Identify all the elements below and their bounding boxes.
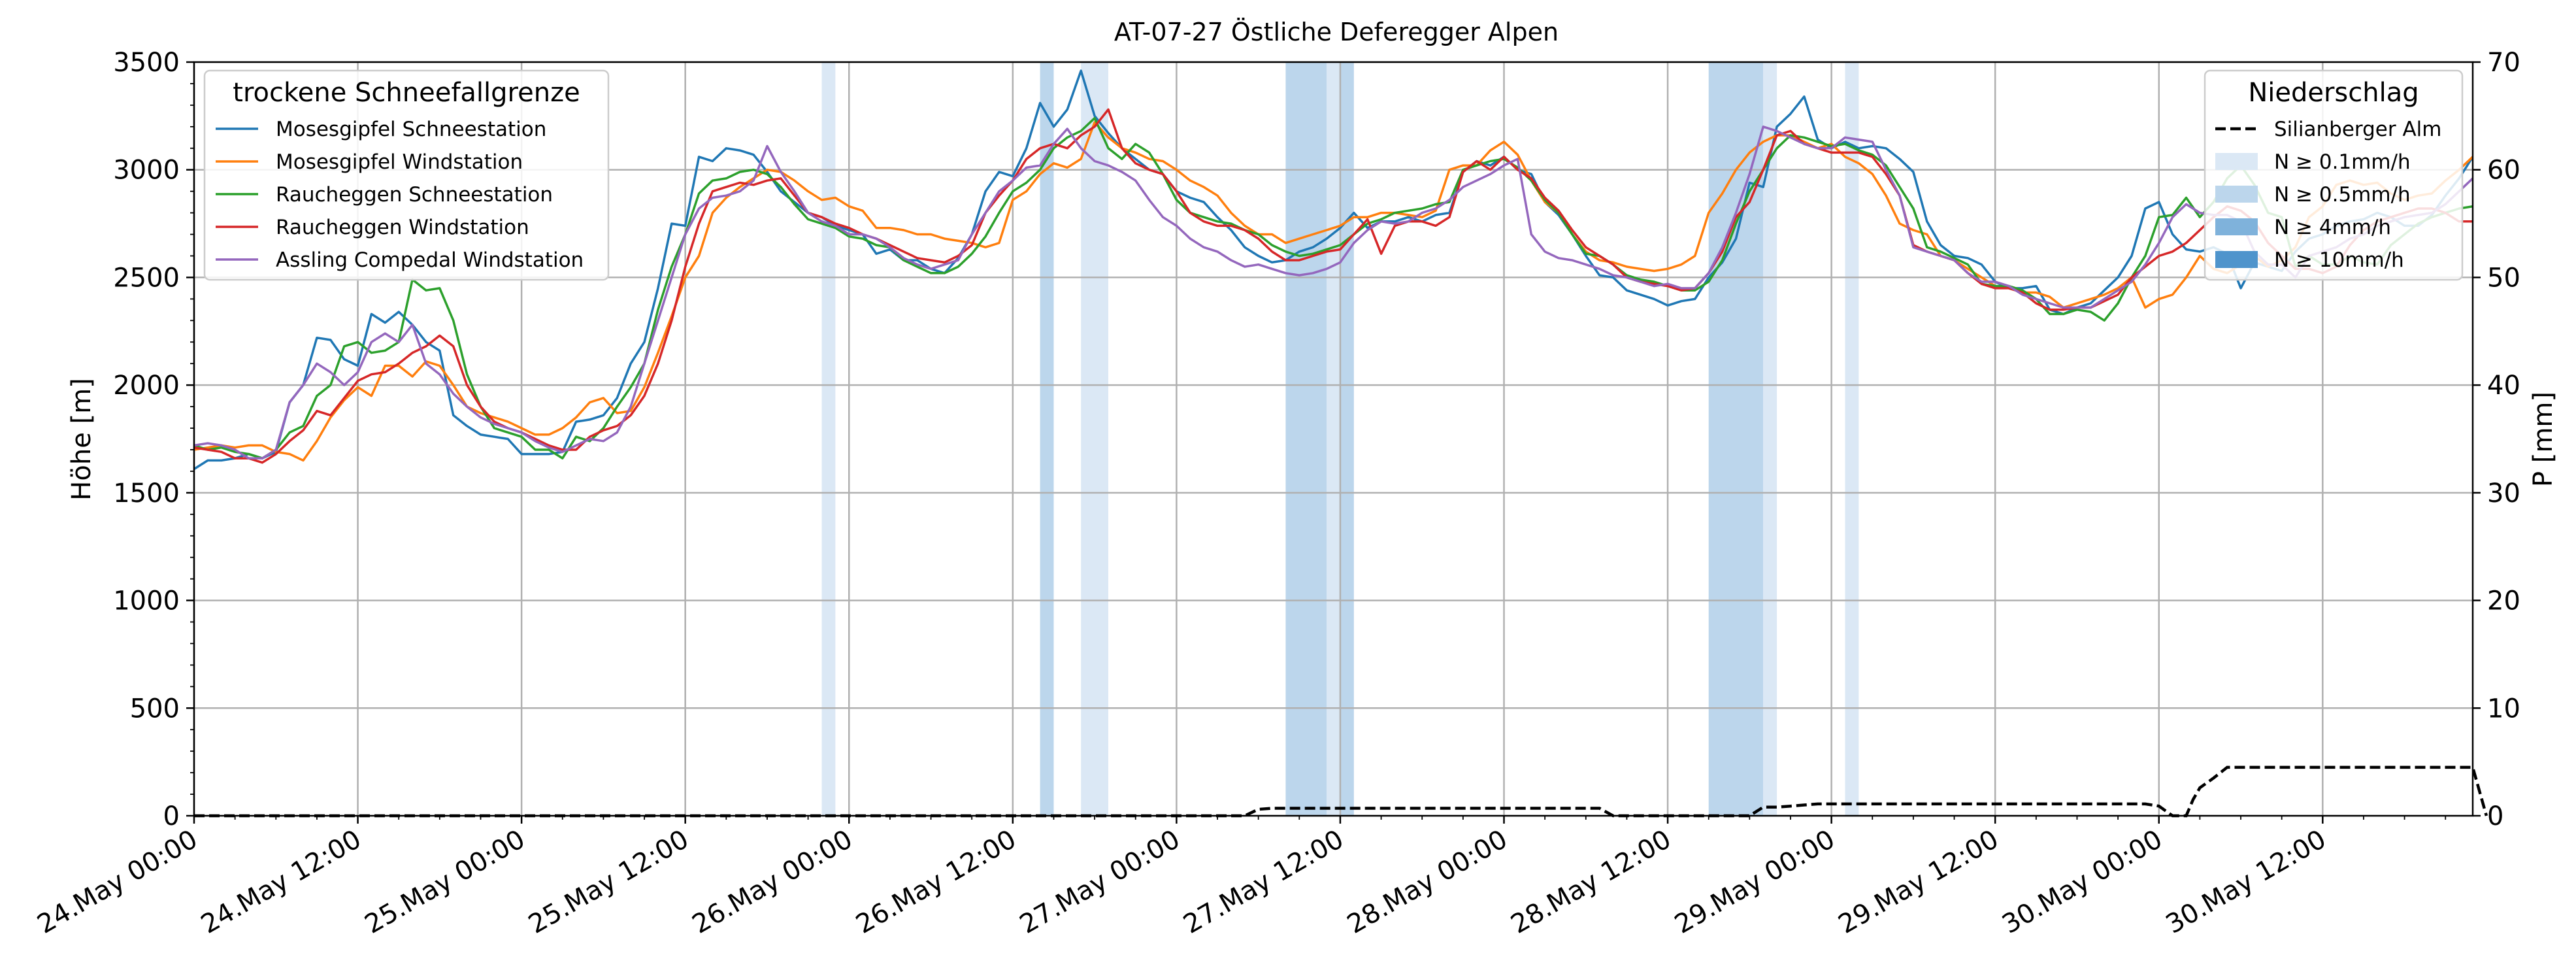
chart-title: AT-07-27 Östliche Deferegger Alpen: [1114, 18, 1559, 46]
y2-tick-label: 40: [2487, 371, 2520, 401]
y2-axis-label: P [mm]: [2528, 392, 2558, 487]
precip-band-7: [1763, 62, 1777, 816]
legend-left-label-0: Mosesgipfel Schneestation: [276, 118, 546, 141]
y2-tick-label: 60: [2487, 156, 2520, 186]
legend-left-title: trockene Schneefallgrenze: [233, 78, 580, 108]
y2-axis-ticks: 0 10 20 30 40 50 60 70: [2473, 48, 2520, 831]
legend-right-label-0: Silianberger Alm: [2274, 118, 2441, 141]
precip-band-1: [1040, 62, 1054, 816]
y-tick-label: 1500: [113, 478, 180, 509]
legend-right-swatch-3: [2215, 218, 2258, 235]
precipitation-bands: [821, 62, 1859, 816]
y2-tick-label: 30: [2487, 478, 2520, 509]
legend-left-label-1: Mosesgipfel Windstation: [276, 150, 523, 174]
precip-band-4: [1327, 62, 1340, 816]
legend-left: trockene Schneefallgrenze Mosesgipfel Sc…: [203, 69, 610, 281]
y2-tick-label: 20: [2487, 586, 2520, 616]
y2-tick-label: 70: [2487, 48, 2520, 78]
precip-band-6: [1708, 62, 1764, 816]
precip-band-5: [1340, 62, 1354, 816]
y-tick-label: 500: [130, 694, 180, 724]
legend-right-label-3: N ≥ 4mm/h: [2274, 216, 2391, 239]
legend-left-label-4: Assling Compedal Windstation: [276, 248, 584, 272]
y-tick-label: 2000: [113, 371, 180, 401]
y2-tick-label: 0: [2487, 801, 2503, 831]
y-axis-ticks: 0 500 1000 1500 2000 2500 3000 3500: [113, 48, 194, 831]
legend-right-swatch-1: [2215, 153, 2258, 170]
precip-band-3: [1285, 62, 1327, 816]
y-axis-label: Höhe [m]: [67, 378, 97, 500]
precip-band-8: [1845, 62, 1859, 816]
y-tick-label: 2500: [113, 263, 180, 293]
legend-left-label-3: Raucheggen Windstation: [276, 216, 529, 239]
legend-right-label-4: N ≥ 10mm/h: [2274, 248, 2404, 272]
legend-right-label-2: N ≥ 0.5mm/h: [2274, 183, 2411, 207]
legend-left-label-2: Raucheggen Schneestation: [276, 183, 553, 207]
y2-tick-label: 10: [2487, 694, 2520, 724]
legend-right-swatch-4: [2215, 251, 2258, 268]
y-tick-label: 1000: [113, 586, 180, 616]
precip-band-0: [821, 62, 836, 816]
legend-right-swatch-2: [2215, 186, 2258, 203]
legend-right: Niederschlag Silianberger Alm N ≥ 0.1mm/h…: [2204, 69, 2464, 281]
plot-frame: [193, 61, 2474, 817]
legend-right-title: Niederschlag: [2248, 78, 2419, 108]
y2-tick-label: 50: [2487, 263, 2520, 293]
y-tick-label: 0: [163, 801, 180, 831]
precip-band-2: [1081, 62, 1108, 816]
legend-right-label-1: N ≥ 0.1mm/h: [2274, 150, 2411, 174]
y-tick-label: 3500: [113, 48, 180, 78]
y-tick-label: 3000: [113, 156, 180, 186]
